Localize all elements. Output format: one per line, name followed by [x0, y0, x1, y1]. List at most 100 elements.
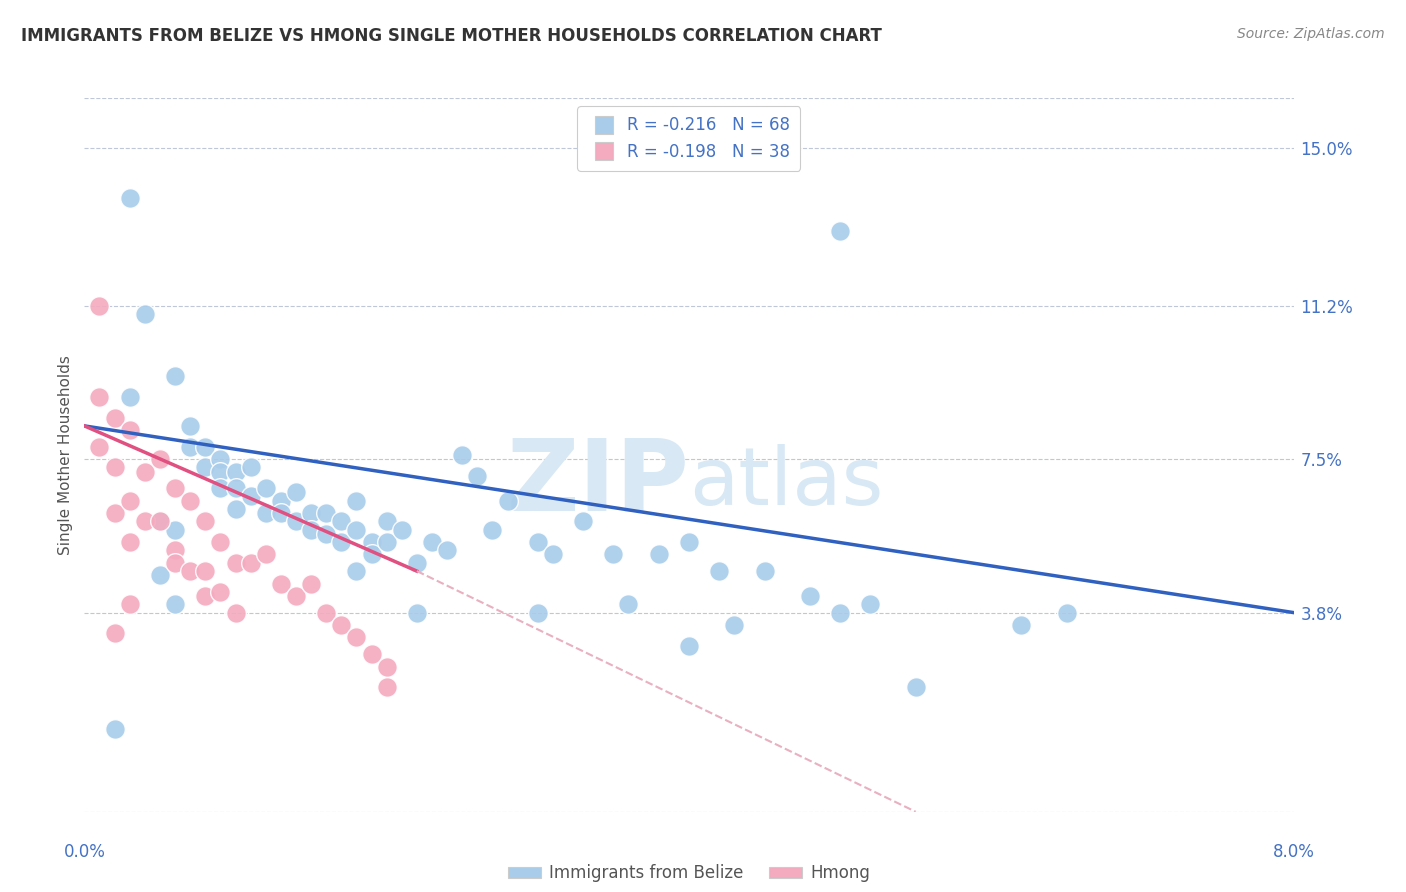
Point	[209, 452, 232, 467]
Point	[360, 548, 382, 562]
Point	[330, 535, 353, 549]
Text: 0.0%: 0.0%	[63, 843, 105, 861]
Point	[602, 548, 624, 562]
Point	[859, 597, 882, 611]
Point	[104, 410, 127, 425]
Point	[194, 564, 217, 578]
Point	[239, 490, 262, 504]
Point	[254, 548, 277, 562]
Point	[346, 523, 368, 537]
Point	[149, 514, 172, 528]
Point	[118, 493, 141, 508]
Point	[194, 440, 217, 454]
Point	[239, 460, 262, 475]
Point	[451, 448, 474, 462]
Point	[225, 465, 247, 479]
Point	[375, 680, 398, 694]
Point	[179, 564, 201, 578]
Point	[375, 514, 398, 528]
Point	[225, 501, 247, 516]
Point	[285, 485, 308, 500]
Point	[1011, 618, 1033, 632]
Point	[723, 618, 745, 632]
Text: 8.0%: 8.0%	[1272, 843, 1315, 861]
Point	[709, 564, 731, 578]
Text: ZIP: ZIP	[506, 435, 689, 532]
Point	[391, 523, 413, 537]
Point	[360, 647, 382, 661]
Point	[194, 514, 217, 528]
Point	[360, 535, 382, 549]
Point	[149, 568, 172, 582]
Point	[270, 493, 292, 508]
Point	[104, 626, 127, 640]
Point	[179, 418, 201, 433]
Point	[225, 481, 247, 495]
Point	[299, 576, 322, 591]
Point	[118, 191, 141, 205]
Point	[225, 606, 247, 620]
Point	[678, 639, 700, 653]
Point	[194, 589, 217, 603]
Point	[118, 535, 141, 549]
Point	[375, 535, 398, 549]
Point	[315, 506, 337, 520]
Point	[648, 548, 671, 562]
Point	[346, 493, 368, 508]
Point	[346, 564, 368, 578]
Point	[617, 597, 640, 611]
Point	[104, 722, 127, 736]
Point	[299, 506, 322, 520]
Point	[165, 369, 187, 384]
Point	[254, 481, 277, 495]
Point	[572, 514, 595, 528]
Point	[209, 584, 232, 599]
Point	[299, 523, 322, 537]
Point	[194, 460, 217, 475]
Point	[270, 576, 292, 591]
Point	[436, 543, 458, 558]
Point	[830, 224, 852, 238]
Point	[118, 597, 141, 611]
Point	[89, 440, 111, 454]
Point	[165, 597, 187, 611]
Point	[165, 543, 187, 558]
Point	[254, 506, 277, 520]
Point	[165, 556, 187, 570]
Point	[285, 589, 308, 603]
Point	[270, 506, 292, 520]
Point	[118, 390, 141, 404]
Point	[315, 526, 337, 541]
Point	[209, 465, 232, 479]
Point	[89, 390, 111, 404]
Point	[209, 481, 232, 495]
Point	[754, 564, 776, 578]
Point	[420, 535, 443, 549]
Point	[165, 481, 187, 495]
Point	[406, 606, 429, 620]
Point	[134, 514, 156, 528]
Point	[678, 535, 700, 549]
Point	[209, 535, 232, 549]
Point	[118, 423, 141, 437]
Point	[225, 556, 247, 570]
Text: IMMIGRANTS FROM BELIZE VS HMONG SINGLE MOTHER HOUSEHOLDS CORRELATION CHART: IMMIGRANTS FROM BELIZE VS HMONG SINGLE M…	[21, 27, 882, 45]
Point	[239, 556, 262, 570]
Point	[315, 606, 337, 620]
Point	[134, 307, 156, 321]
Point	[541, 548, 564, 562]
Point	[285, 514, 308, 528]
Point	[330, 514, 353, 528]
Point	[467, 468, 489, 483]
Point	[149, 514, 172, 528]
Point	[179, 440, 201, 454]
Point	[104, 460, 127, 475]
Text: Source: ZipAtlas.com: Source: ZipAtlas.com	[1237, 27, 1385, 41]
Point	[527, 606, 550, 620]
Point	[346, 631, 368, 645]
Text: atlas: atlas	[689, 444, 883, 523]
Point	[149, 452, 172, 467]
Point	[375, 659, 398, 673]
Point	[830, 606, 852, 620]
Point	[406, 556, 429, 570]
